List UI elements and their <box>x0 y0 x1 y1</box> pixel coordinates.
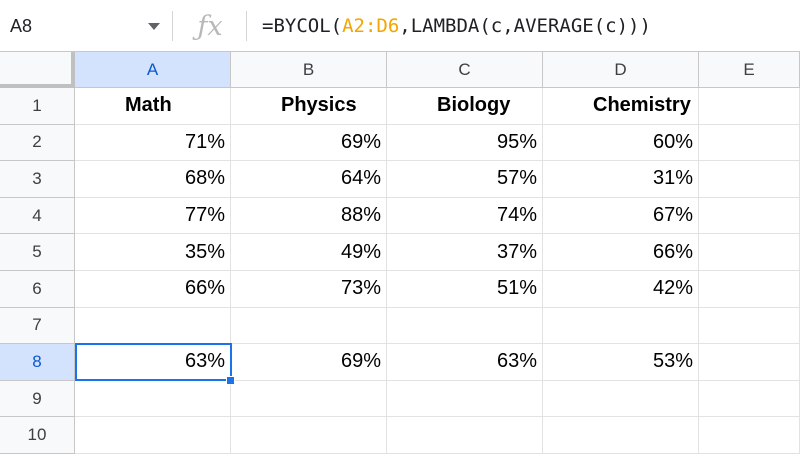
cell-a6[interactable]: 66% <box>75 271 231 308</box>
formula-text-part: =BYCOL( <box>262 15 343 37</box>
formula-bar-divider <box>246 11 247 41</box>
row-header-5[interactable]: 5 <box>0 234 75 271</box>
cell-e5[interactable] <box>699 234 800 271</box>
cell-d10[interactable] <box>543 417 699 454</box>
cell-e6[interactable] <box>699 271 800 308</box>
row-header-3[interactable]: 3 <box>0 161 75 198</box>
cell-d1[interactable]: Chemistry <box>543 88 699 125</box>
cell-c6[interactable]: 51% <box>387 271 543 308</box>
cell-b8[interactable]: 69% <box>231 344 387 381</box>
cell-c9[interactable] <box>387 380 543 418</box>
row-header-6[interactable]: 6 <box>0 271 75 308</box>
cell-a9[interactable] <box>75 380 231 418</box>
cell-d4[interactable]: 67% <box>543 197 699 235</box>
formula-range-reference: A2:D6 <box>342 15 400 37</box>
cell-c7[interactable] <box>387 307 543 345</box>
row-header-2[interactable]: 2 <box>0 124 75 162</box>
fx-icon: ƒx <box>197 10 223 42</box>
row-header-4[interactable]: 4 <box>0 197 75 235</box>
cell-a8[interactable]: 63% <box>75 344 231 381</box>
cell-d3[interactable]: 31% <box>543 161 699 198</box>
cell-c10[interactable] <box>387 417 543 454</box>
cell-a10[interactable] <box>75 417 231 454</box>
cell-a1[interactable]: Math <box>75 88 231 125</box>
cell-b2[interactable]: 69% <box>231 124 387 162</box>
formula-bar: A8 ƒx =BYCOL(A2:D6 ,LAMBDA(c,AVERAGE(c))) <box>0 0 800 52</box>
row-header-9[interactable]: 9 <box>0 380 75 418</box>
cell-d6[interactable]: 42% <box>543 271 699 308</box>
cell-c4[interactable]: 74% <box>387 197 543 235</box>
row-header-10[interactable]: 10 <box>0 417 75 454</box>
column-header-a[interactable]: A <box>75 52 231 88</box>
name-box[interactable]: A8 <box>0 0 172 52</box>
select-all-corner[interactable] <box>0 52 75 88</box>
cell-e7[interactable] <box>699 307 800 345</box>
cell-b6[interactable]: 73% <box>231 271 387 308</box>
cell-e1[interactable] <box>699 88 800 125</box>
cell-d7[interactable] <box>543 307 699 345</box>
cell-d5[interactable]: 66% <box>543 234 699 271</box>
cell-a2[interactable]: 71% <box>75 124 231 162</box>
cell-b3[interactable]: 64% <box>231 161 387 198</box>
cell-e10[interactable] <box>699 417 800 454</box>
cell-b7[interactable] <box>231 307 387 345</box>
cell-e3[interactable] <box>699 161 800 198</box>
cell-d8[interactable]: 53% <box>543 344 699 381</box>
cell-c2[interactable]: 95% <box>387 124 543 162</box>
cell-e2[interactable] <box>699 124 800 162</box>
cell-b4[interactable]: 88% <box>231 197 387 235</box>
cell-b9[interactable] <box>231 380 387 418</box>
cell-b1[interactable]: Physics <box>231 88 387 125</box>
column-header-d[interactable]: D <box>543 52 699 88</box>
column-header-c[interactable]: C <box>387 52 543 88</box>
chevron-down-icon[interactable] <box>148 23 160 30</box>
cell-c5[interactable]: 37% <box>387 234 543 271</box>
row-header-8[interactable]: 8 <box>0 344 75 381</box>
column-header-e[interactable]: E <box>699 52 800 88</box>
formula-bar-divider <box>172 11 173 41</box>
cell-a5[interactable]: 35% <box>75 234 231 271</box>
cell-d2[interactable]: 60% <box>543 124 699 162</box>
cell-a4[interactable]: 77% <box>75 197 231 235</box>
cell-c3[interactable]: 57% <box>387 161 543 198</box>
formula-input[interactable]: =BYCOL(A2:D6 ,LAMBDA(c,AVERAGE(c))) <box>262 0 800 52</box>
row-header-1[interactable]: 1 <box>0 88 75 125</box>
fill-handle[interactable] <box>226 375 235 385</box>
column-header-b[interactable]: B <box>231 52 387 88</box>
cell-c1[interactable]: Biology <box>387 88 543 125</box>
cell-c8[interactable]: 63% <box>387 344 543 381</box>
cell-d9[interactable] <box>543 380 699 418</box>
formula-text-part: ,LAMBDA(c,AVERAGE(c))) <box>399 15 651 37</box>
spreadsheet-grid: A B C D E 1 2 3 4 5 6 7 8 9 10 Math Physics Biology Chemis… <box>0 52 800 454</box>
cell-e8[interactable] <box>699 344 800 381</box>
cell-b10[interactable] <box>231 417 387 454</box>
cell-e4[interactable] <box>699 197 800 235</box>
row-header-7[interactable]: 7 <box>0 307 75 345</box>
cell-b5[interactable]: 49% <box>231 234 387 271</box>
cell-e9[interactable] <box>699 380 800 418</box>
cell-a3[interactable]: 68% <box>75 161 231 198</box>
cell-a7[interactable] <box>75 307 231 345</box>
name-box-value: A8 <box>10 15 33 36</box>
